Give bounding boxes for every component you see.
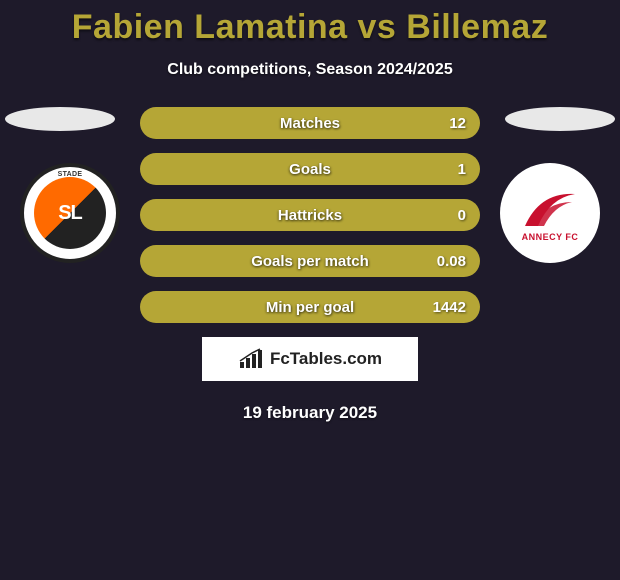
stat-row: Goals 1	[140, 153, 480, 185]
player-left-placeholder	[5, 107, 115, 131]
stat-row: Goals per match 0.08	[140, 245, 480, 277]
stat-label: Hattricks	[278, 207, 342, 224]
date-label: 19 february 2025	[0, 403, 620, 423]
club-badge-right: ANNECY FC	[500, 163, 600, 263]
brand-chart-icon	[238, 348, 264, 370]
stat-row: Matches 12	[140, 107, 480, 139]
page-title: Fabien Lamatina vs Billemaz	[0, 0, 620, 47]
annecy-swoosh-icon	[520, 184, 580, 234]
player-right-placeholder	[505, 107, 615, 131]
club-right-label: ANNECY FC	[522, 232, 579, 242]
brand-text: FcTables.com	[270, 349, 382, 369]
club-badge-left: STADE SL	[20, 163, 120, 263]
stat-row: Min per goal 1442	[140, 291, 480, 323]
stat-value: 0	[458, 207, 466, 224]
stat-row: Hattricks 0	[140, 199, 480, 231]
club-left-initials: SL	[34, 177, 106, 249]
subtitle: Club competitions, Season 2024/2025	[0, 61, 620, 79]
stat-value: 0.08	[437, 253, 466, 270]
stat-label: Goals	[289, 161, 331, 178]
club-left-top-label: STADE	[58, 171, 83, 178]
stat-value: 12	[449, 115, 466, 132]
stat-label: Goals per match	[251, 253, 369, 270]
stats-bars: Matches 12 Goals 1 Hattricks 0 Goals per…	[140, 107, 480, 323]
brand-box: FcTables.com	[202, 337, 418, 381]
stat-label: Matches	[280, 115, 340, 132]
stat-value: 1442	[433, 299, 466, 316]
comparison-layout: STADE SL ANNECY FC Matches 12 Goals 1 Ha…	[0, 107, 620, 423]
stat-value: 1	[458, 161, 466, 178]
stat-label: Min per goal	[266, 299, 354, 316]
